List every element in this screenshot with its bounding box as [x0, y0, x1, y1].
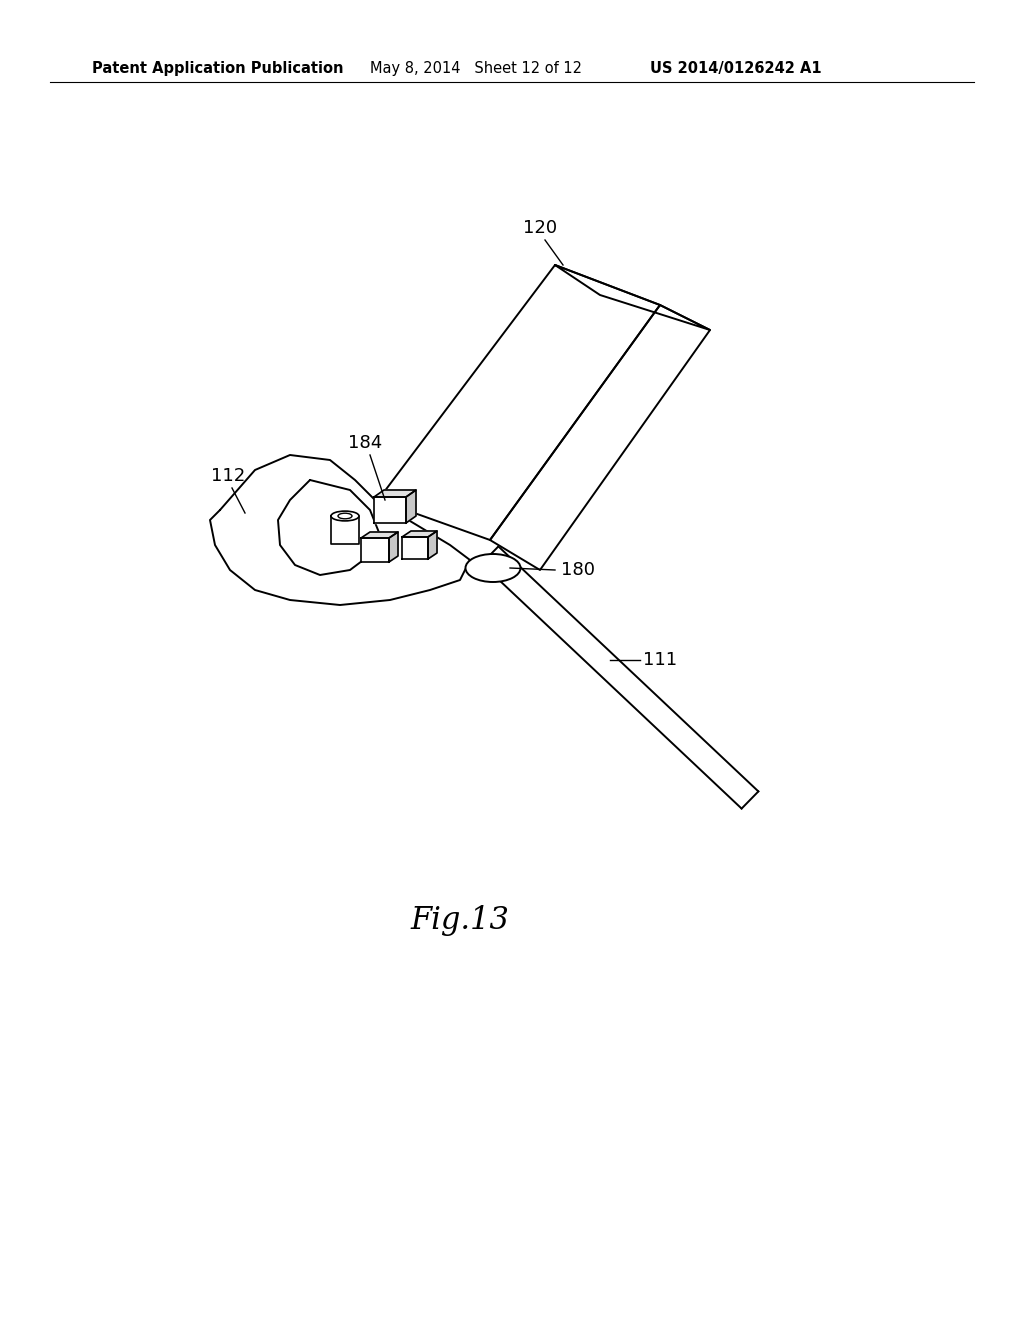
Text: US 2014/0126242 A1: US 2014/0126242 A1	[650, 61, 821, 75]
Polygon shape	[389, 532, 398, 562]
Polygon shape	[361, 539, 389, 562]
Polygon shape	[490, 305, 710, 570]
Polygon shape	[331, 516, 359, 544]
Polygon shape	[210, 455, 470, 605]
Polygon shape	[374, 490, 416, 498]
Text: May 8, 2014   Sheet 12 of 12: May 8, 2014 Sheet 12 of 12	[370, 61, 582, 75]
Polygon shape	[374, 498, 406, 523]
Ellipse shape	[338, 513, 352, 519]
Polygon shape	[481, 546, 759, 809]
Text: 112: 112	[211, 467, 245, 484]
Ellipse shape	[331, 511, 359, 521]
Polygon shape	[555, 265, 710, 330]
Text: 184: 184	[348, 434, 382, 451]
Text: Fig.13: Fig.13	[411, 904, 509, 936]
Text: 180: 180	[561, 561, 595, 579]
Polygon shape	[428, 531, 437, 558]
Polygon shape	[278, 480, 380, 576]
Polygon shape	[406, 490, 416, 523]
Polygon shape	[402, 537, 428, 558]
Polygon shape	[402, 531, 437, 537]
Text: 111: 111	[643, 651, 677, 669]
Text: 120: 120	[523, 219, 557, 238]
Polygon shape	[361, 532, 398, 539]
Ellipse shape	[466, 554, 520, 582]
Polygon shape	[378, 265, 660, 540]
Text: Patent Application Publication: Patent Application Publication	[92, 61, 343, 75]
